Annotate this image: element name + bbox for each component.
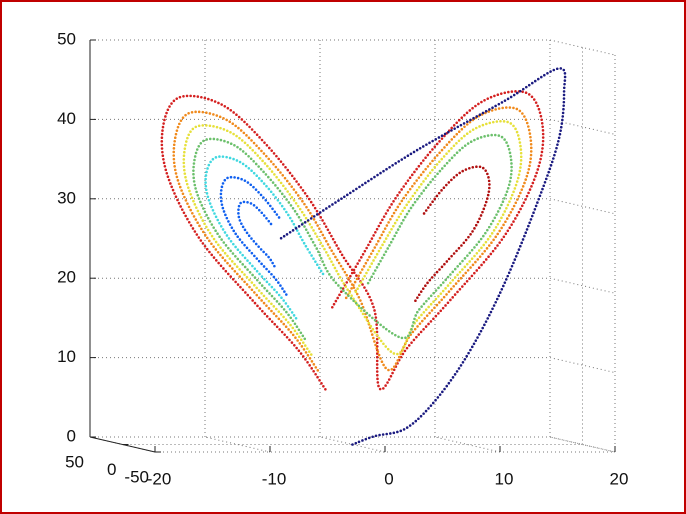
y-tick-label: 50	[65, 452, 84, 471]
x-tick-label: -10	[262, 469, 287, 488]
trajectory	[182, 119, 523, 356]
y-tick-label: -50	[124, 467, 149, 486]
z-tick-label: 0	[67, 426, 76, 445]
trajectory	[204, 155, 325, 320]
x-tick-label: 10	[495, 469, 514, 488]
trajectory	[160, 90, 545, 391]
x-tick-label: 20	[610, 469, 629, 488]
trajectory	[237, 200, 276, 268]
trajectory	[192, 133, 513, 341]
tick-labels: 0 10 20 30 40 50 -20 -10 0 10 20 -50 0 50	[57, 29, 628, 488]
z-tick-label: 20	[57, 268, 76, 287]
z-tick-label: 50	[57, 29, 76, 48]
trajectory	[278, 67, 567, 446]
plot-area	[160, 67, 567, 446]
trajectory	[172, 106, 533, 372]
z-tick-label: 40	[57, 109, 76, 128]
z-tick-label: 30	[57, 188, 76, 207]
grid	[89, 39, 616, 453]
trajectory	[219, 175, 288, 296]
z-tick-label: 10	[57, 347, 76, 366]
y-tick-label: 0	[107, 460, 116, 479]
trajectory	[414, 165, 491, 303]
axes	[89, 39, 616, 453]
x-tick-label: -20	[147, 469, 172, 488]
x-tick-label: 0	[384, 469, 393, 488]
